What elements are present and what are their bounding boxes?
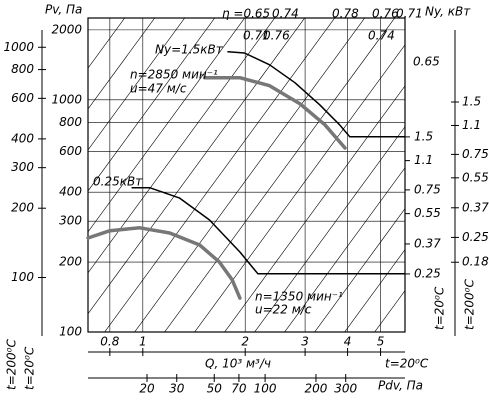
- curve: [86, 226, 242, 300]
- temperature-label: t=200⁰C: [463, 279, 477, 330]
- y2-outer-tick-label: 0.25: [462, 230, 489, 244]
- resistance-line: [104, 18, 336, 332]
- annotation: Q, 10³ м³/ч: [205, 357, 271, 371]
- x2-tick-label: 50: [207, 382, 223, 396]
- curve: [227, 51, 406, 138]
- resistance-line: [88, 18, 276, 274]
- annotation: n=1350 мин⁻¹: [255, 290, 343, 304]
- x2-tick-label: 300: [334, 382, 357, 396]
- x2-tick-label: 20: [139, 382, 155, 396]
- resistance-line: [88, 18, 306, 315]
- x-tick-label: 2: [241, 335, 249, 349]
- y2-tick-label: 1.5: [414, 129, 433, 143]
- annotation: n=2850 мин⁻¹: [130, 68, 218, 82]
- y-tick-label: 400: [59, 185, 82, 199]
- y-outer-tick-label: 1000: [3, 40, 34, 54]
- efficiency-label: 0.71: [243, 29, 270, 43]
- resistance-line: [88, 18, 246, 233]
- y-tick-label: 1000: [51, 92, 82, 106]
- resistance-line: [284, 167, 405, 332]
- resistance-line: [134, 18, 366, 332]
- efficiency-label: 0.76: [372, 7, 399, 21]
- x2-tick-label: 30: [169, 382, 185, 396]
- curve: [202, 75, 347, 150]
- temperature-label: t=20⁰C: [433, 286, 447, 330]
- y-tick-label: 800: [59, 115, 82, 129]
- y2-tick-label: 1.1: [414, 153, 433, 167]
- resistance-lines: [88, 18, 405, 332]
- y2-outer-tick-label: 1.5: [462, 95, 481, 109]
- y-outer-tick-label: 800: [11, 62, 34, 76]
- y2-outer-tick-label: 0.37: [462, 200, 489, 214]
- resistance-line: [254, 126, 405, 332]
- x-tick-label: 3: [301, 335, 309, 349]
- y-outer-tick-label: 400: [11, 131, 34, 145]
- annotation: 0.65: [413, 55, 440, 69]
- y2-outer-tick-label: 0.18: [462, 255, 489, 269]
- annotation: u=22 м/с: [255, 303, 312, 317]
- y-outer-tick-label: 100: [11, 270, 34, 284]
- temperature-label: t=200⁰C: [5, 339, 19, 390]
- resistance-line: [314, 208, 405, 332]
- annotation: Pv, Па: [45, 3, 82, 17]
- y2-tick-label: 0.37: [414, 236, 441, 250]
- annotation: Ny, кВт: [425, 5, 471, 19]
- resistance-line: [88, 18, 186, 151]
- resistance-line: [88, 18, 216, 192]
- y2-outer-tick-label: 0.55: [462, 170, 489, 184]
- y-tick-label: 600: [59, 144, 82, 158]
- x2-tick-label: 70: [231, 382, 247, 396]
- curve: [131, 187, 406, 275]
- annotation: 0.25кВт: [93, 175, 143, 189]
- y-outer-tick-label: 300: [11, 160, 34, 174]
- y-outer-tick-label: 600: [11, 91, 34, 105]
- resistance-line: [344, 249, 405, 332]
- y-tick-label: 100: [59, 325, 82, 339]
- y-tick-label: 2000: [51, 22, 82, 36]
- y2-outer-tick-label: 0.75: [462, 147, 489, 161]
- efficiency-label: 0.76: [263, 29, 290, 43]
- annotation: u=47 м/с: [130, 82, 187, 96]
- x2-tick-label: 200: [305, 382, 328, 396]
- y2-outer-tick-label: 1.1: [462, 118, 481, 132]
- temperature-label: t=20⁰C: [385, 357, 429, 371]
- y-outer-tick-label: 200: [11, 201, 34, 215]
- resistance-line: [224, 85, 405, 332]
- resistance-line: [164, 18, 396, 332]
- y-tick-label: 200: [59, 255, 82, 269]
- efficiency-label: 0.74: [368, 29, 395, 43]
- annotation: Ny=1.5кВт: [155, 43, 224, 57]
- x2-tick-label: 100: [254, 382, 277, 396]
- efficiency-label: η =0.65: [222, 7, 270, 21]
- x-tick-label: 1: [139, 335, 147, 349]
- y-tick-label: 300: [59, 214, 82, 228]
- annotation: Pdv, Па: [378, 379, 423, 393]
- efficiency-label: 0.74: [272, 7, 299, 21]
- x-tick-label: 4: [344, 335, 352, 349]
- y2-tick-label: 0.25: [414, 266, 441, 280]
- x-tick-label: 5: [377, 335, 385, 349]
- temperature-label: t=20⁰C: [23, 346, 37, 390]
- y2-tick-label: 0.55: [414, 206, 441, 220]
- y2-tick-label: 0.75: [414, 182, 441, 196]
- efficiency-label: 0.78: [332, 7, 359, 21]
- x-tick-label: 0.8: [100, 335, 119, 349]
- efficiency-label: 0.71: [396, 7, 423, 21]
